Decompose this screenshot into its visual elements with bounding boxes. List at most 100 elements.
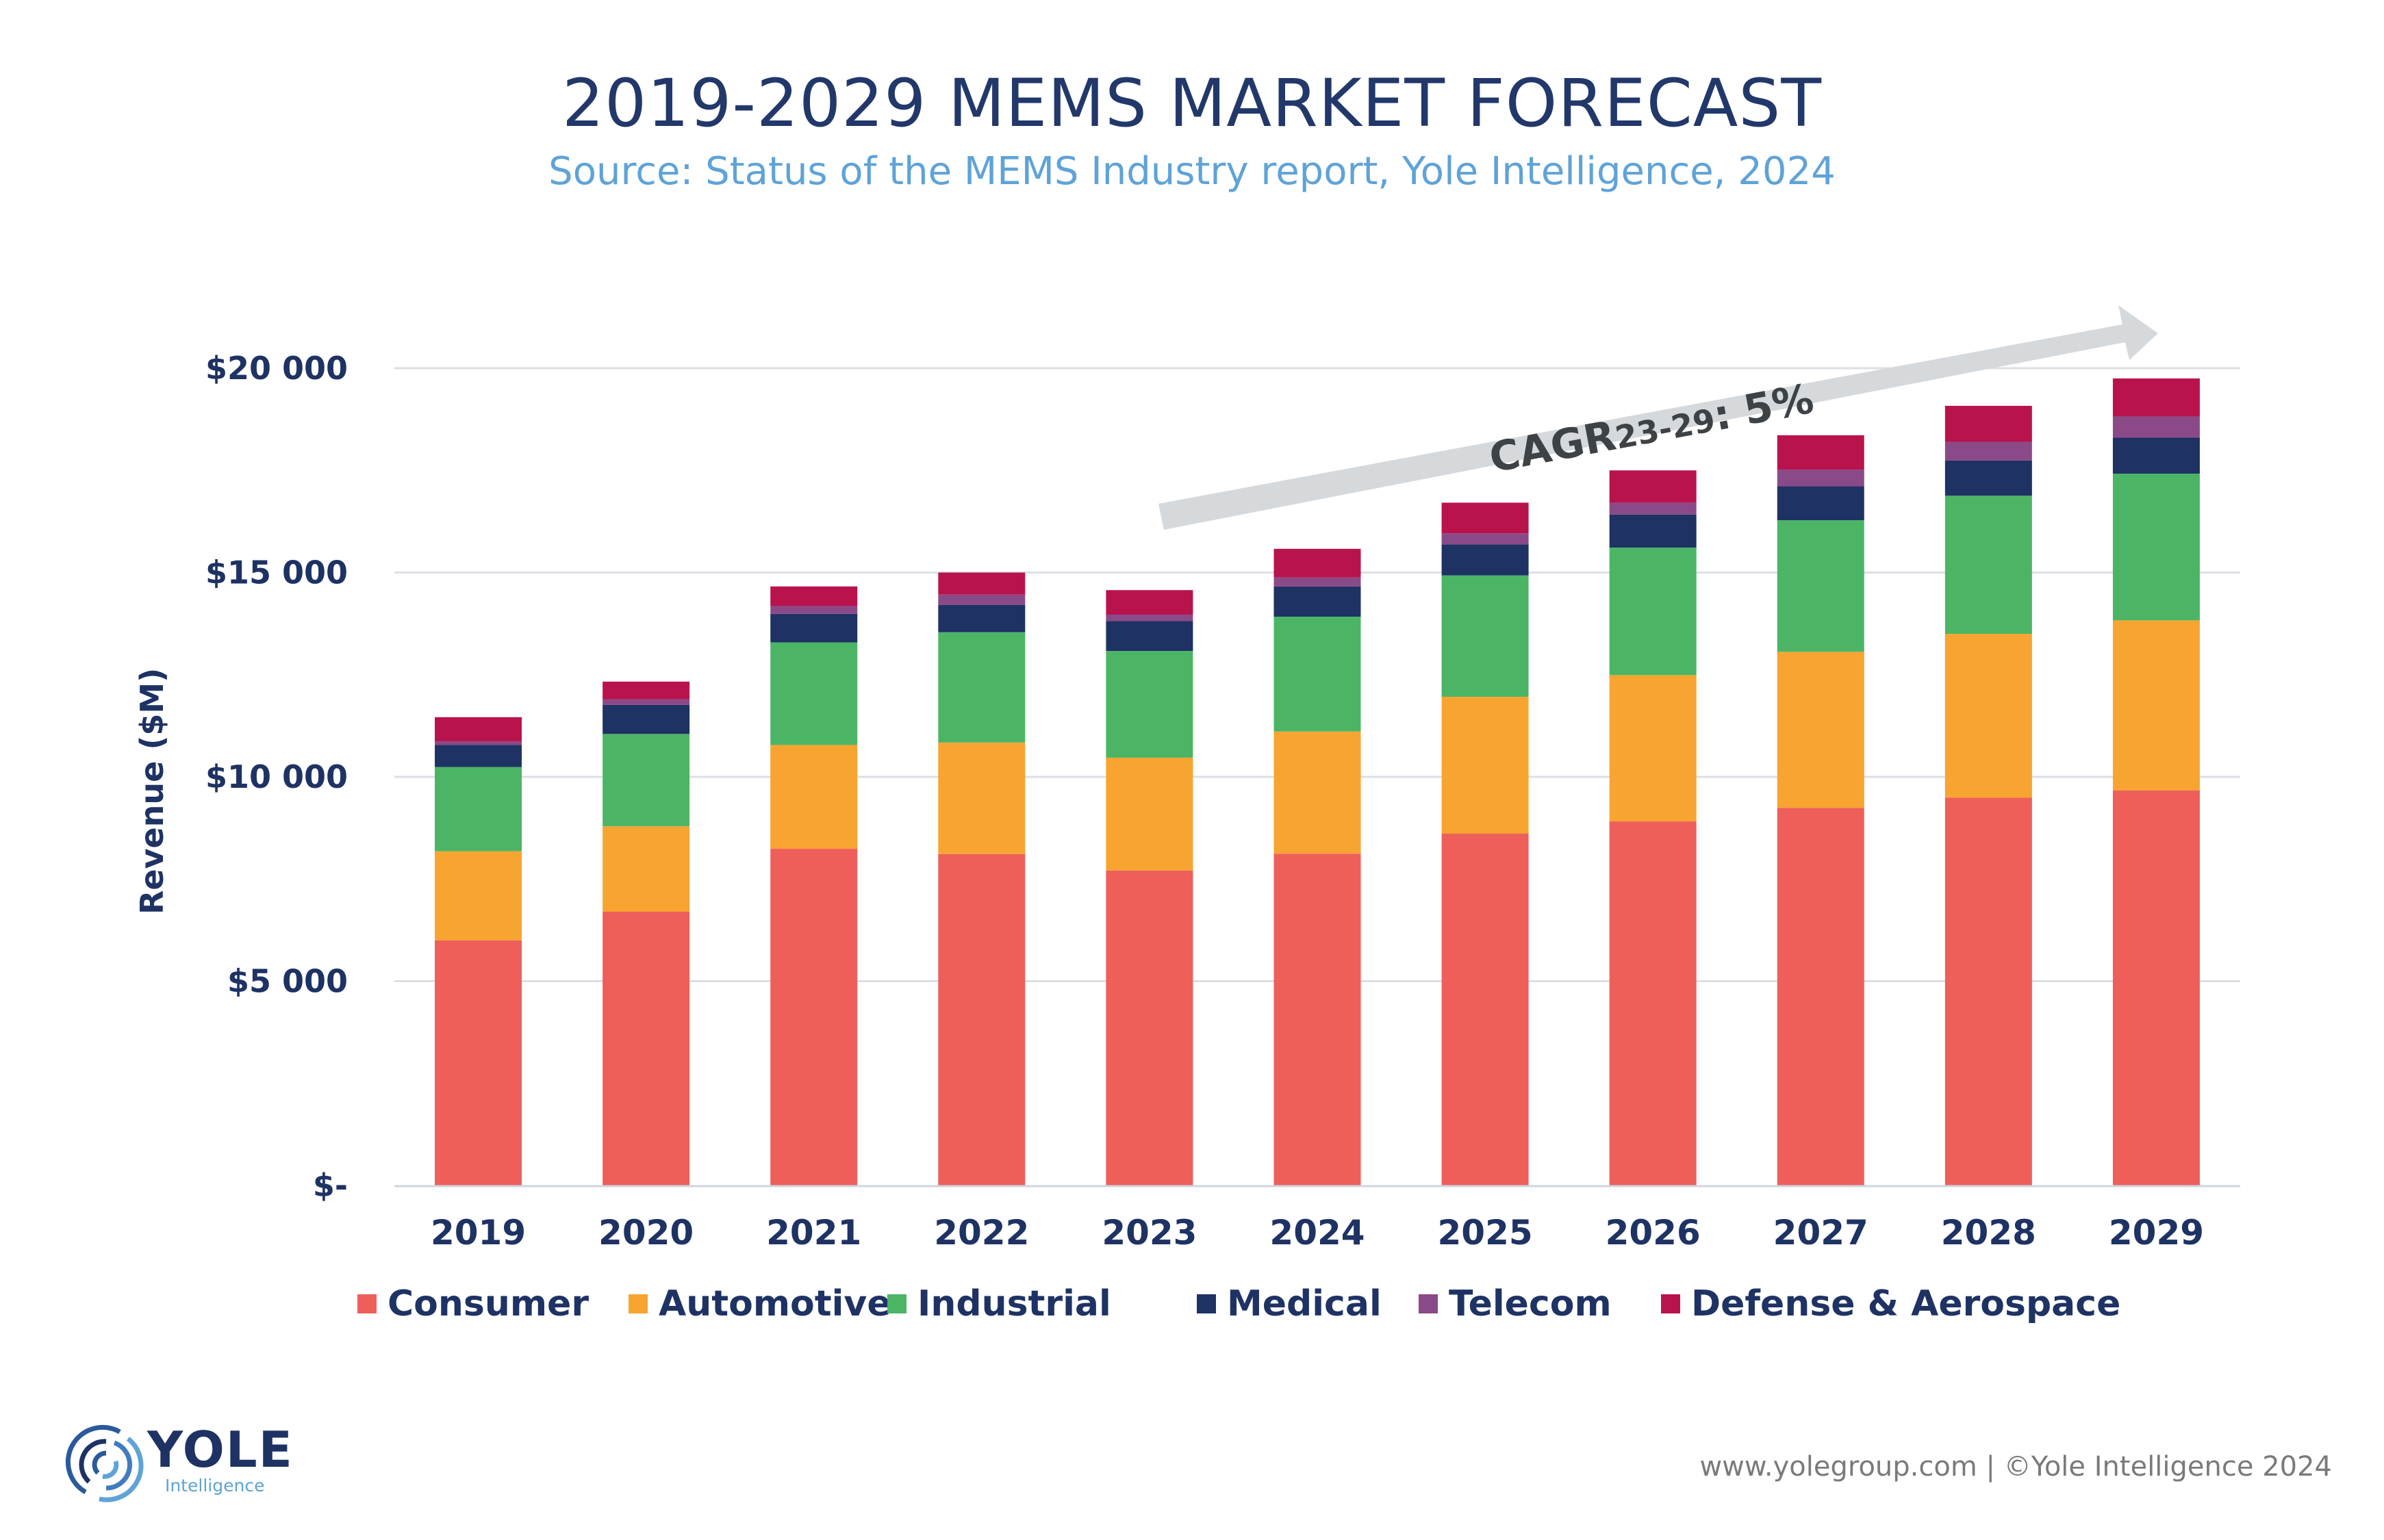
bar-segment-telecom-2025 xyxy=(1441,533,1529,545)
bar-segment-consumer-2025 xyxy=(1441,833,1529,1185)
bar-segment-telecom-2020 xyxy=(603,699,690,705)
bar-segment-telecom-2023 xyxy=(1106,614,1193,621)
x-tick-label: 2027 xyxy=(1773,1213,1868,1253)
bar-segment-telecom-2024 xyxy=(1273,577,1361,587)
legend-label: Medical xyxy=(1227,1283,1382,1324)
x-tick-label: 2025 xyxy=(1438,1213,1533,1253)
legend-label: Defense & Aerospace xyxy=(1691,1283,2120,1324)
bar-segment-telecom-2019 xyxy=(435,741,522,745)
y-tick-label: $10 000 xyxy=(205,758,348,795)
bar-segment-consumer-2023 xyxy=(1106,870,1193,1185)
logo-rings-icon xyxy=(65,1424,144,1502)
y-tick-labels: $- $5 000 $10 000 $15 000 $20 000 xyxy=(205,350,348,1204)
bar-segment-telecom-2028 xyxy=(1944,441,2032,461)
bar-segment-automotive-2019 xyxy=(435,851,522,940)
bar-segment-consumer-2020 xyxy=(603,912,690,1185)
bar-segment-industrial-2020 xyxy=(603,734,690,827)
bar-segment-medical-2021 xyxy=(770,613,858,643)
bar-segment-industrial-2019 xyxy=(435,767,522,851)
bar-segment-automotive-2023 xyxy=(1106,757,1193,871)
legend-swatch xyxy=(1419,1294,1438,1313)
bar-segment-telecom-2022 xyxy=(938,594,1026,605)
footer-credit: www.yolegroup.com | ©Yole Intelligence 2… xyxy=(1699,1451,2332,1483)
bar-segment-defense-aerospace-2028 xyxy=(1944,405,2032,442)
bar-segment-medical-2028 xyxy=(1944,460,2032,496)
x-tick-label: 2021 xyxy=(766,1213,861,1253)
bar-segment-industrial-2027 xyxy=(1777,520,1864,652)
legend-label: Telecom xyxy=(1449,1283,1612,1324)
bar-segment-telecom-2026 xyxy=(1609,502,1697,515)
bar-segment-consumer-2029 xyxy=(2112,790,2200,1185)
bar-segment-defense-aerospace-2022 xyxy=(938,572,1026,595)
cagr-arrow-shape xyxy=(1158,305,2158,530)
bar-segment-consumer-2019 xyxy=(435,940,522,1185)
bar-segment-defense-aerospace-2027 xyxy=(1777,435,1864,470)
bar-segment-medical-2023 xyxy=(1106,621,1193,652)
bar-segment-defense-aerospace-2025 xyxy=(1441,502,1529,534)
legend-item: Medical xyxy=(1197,1283,1382,1324)
chart-subtitle: Source: Status of the MEMS Industry repo… xyxy=(548,149,1836,194)
bar-segment-defense-aerospace-2021 xyxy=(770,586,858,606)
bar-segment-automotive-2024 xyxy=(1273,731,1361,854)
bar-segment-industrial-2023 xyxy=(1106,651,1193,758)
y-axis-label: Revenue ($M) xyxy=(134,668,170,914)
bar-segment-automotive-2022 xyxy=(938,742,1026,854)
bar-segment-automotive-2027 xyxy=(1777,652,1864,808)
bar-segment-automotive-2029 xyxy=(2112,620,2200,791)
yole-logo: YOLE Intelligence xyxy=(65,1421,298,1513)
legend-item: Industrial xyxy=(887,1283,1111,1324)
bar-segment-medical-2024 xyxy=(1273,586,1361,617)
bar-segment-consumer-2021 xyxy=(770,849,858,1185)
legend-item: Consumer xyxy=(357,1283,589,1324)
bar-segment-automotive-2020 xyxy=(603,826,690,912)
x-tick-label: 2023 xyxy=(1102,1213,1197,1253)
bar-segment-medical-2025 xyxy=(1441,544,1529,576)
bar-segment-consumer-2022 xyxy=(938,854,1026,1185)
legend-swatch xyxy=(887,1294,906,1313)
legend-swatch xyxy=(1661,1294,1680,1313)
x-tick-label: 2024 xyxy=(1269,1213,1365,1253)
bar-segment-industrial-2021 xyxy=(770,642,858,745)
bar-segment-automotive-2026 xyxy=(1609,675,1697,822)
cagr-annotation: CAGR23-29: 5% xyxy=(1486,375,1817,483)
logo-word: YOLE xyxy=(147,1421,294,1478)
bars xyxy=(435,378,2200,1185)
x-tick-label: 2026 xyxy=(1606,1213,1701,1253)
bar-segment-defense-aerospace-2023 xyxy=(1106,590,1193,615)
bar-segment-telecom-2027 xyxy=(1777,470,1864,487)
legend-item: Defense & Aerospace xyxy=(1661,1283,2120,1324)
legend-label: Consumer xyxy=(388,1283,589,1324)
bar-segment-automotive-2021 xyxy=(770,745,858,849)
bar-segment-industrial-2024 xyxy=(1273,616,1361,732)
bar-segment-medical-2022 xyxy=(938,604,1026,632)
y-tick-label: $- xyxy=(313,1167,348,1204)
x-tick-label: 2020 xyxy=(598,1213,694,1253)
x-tick-label: 2022 xyxy=(934,1213,1029,1253)
bar-segment-telecom-2029 xyxy=(2112,416,2200,438)
x-tick-label: 2019 xyxy=(431,1213,526,1253)
bar-segment-industrial-2025 xyxy=(1441,575,1529,697)
logo-sub: Intelligence xyxy=(165,1476,265,1496)
bar-segment-medical-2020 xyxy=(603,704,690,734)
bar-segment-industrial-2028 xyxy=(1944,496,2032,634)
x-tick-label: 2028 xyxy=(1941,1213,2036,1253)
legend-item: Automotive xyxy=(629,1283,891,1324)
bar-segment-medical-2026 xyxy=(1609,514,1697,548)
bar-segment-defense-aerospace-2024 xyxy=(1273,548,1361,578)
bar-segment-defense-aerospace-2029 xyxy=(2112,378,2200,417)
chart-title: 2019-2029 MEMS MARKET FORECAST xyxy=(562,65,1822,142)
bar-segment-medical-2029 xyxy=(2112,437,2200,474)
legend-label: Automotive xyxy=(659,1283,891,1324)
legend-label: Industrial xyxy=(917,1283,1111,1324)
bar-segment-industrial-2029 xyxy=(2112,474,2200,621)
bar-segment-consumer-2027 xyxy=(1777,808,1864,1185)
x-tick-labels: 2019 2020 2021 2022 2023 2024 2025 2026 2027 2028… xyxy=(431,1213,2204,1253)
bar-segment-industrial-2022 xyxy=(938,632,1026,743)
legend-item: Telecom xyxy=(1419,1283,1612,1324)
bar-segment-automotive-2025 xyxy=(1441,696,1529,834)
bar-segment-consumer-2026 xyxy=(1609,821,1697,1185)
bar-segment-telecom-2021 xyxy=(770,606,858,614)
legend: Consumer Automotive Industrial Medical Telec… xyxy=(357,1283,2120,1324)
y-tick-label: $15 000 xyxy=(205,554,348,591)
